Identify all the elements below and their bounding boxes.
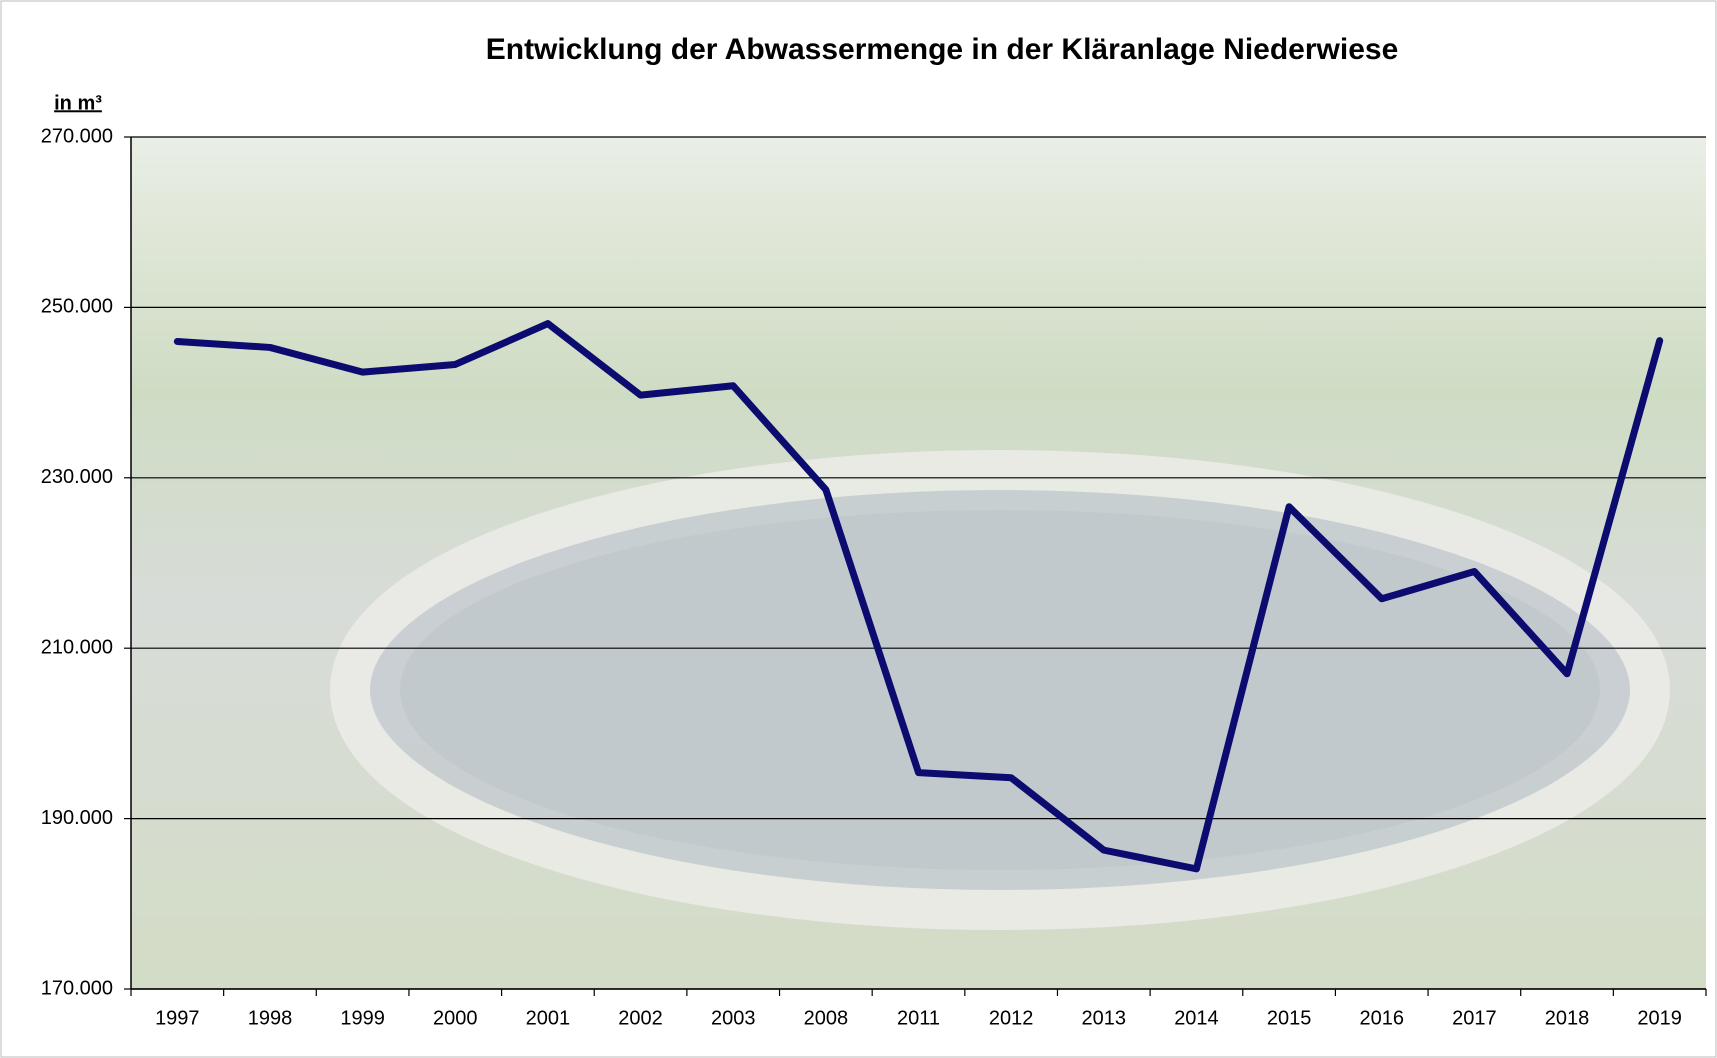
x-tick-label: 2016 bbox=[1359, 1007, 1404, 1029]
x-tick-label: 2002 bbox=[618, 1007, 663, 1029]
y-tick-label: 270.000 bbox=[41, 125, 113, 147]
y-tick-label: 170.000 bbox=[41, 977, 113, 999]
y-tick-label: 190.000 bbox=[41, 807, 113, 829]
x-tick-label: 2012 bbox=[989, 1007, 1034, 1029]
x-tick-label: 2001 bbox=[526, 1007, 571, 1029]
x-tick-label: 2019 bbox=[1637, 1007, 1682, 1029]
x-tick-label: 2003 bbox=[711, 1007, 756, 1029]
y-tick-label: 230.000 bbox=[41, 466, 113, 488]
y-axis-label: in m³ bbox=[54, 92, 102, 114]
x-tick-label: 2013 bbox=[1082, 1007, 1127, 1029]
chart-title: Entwicklung der Abwassermenge in der Klä… bbox=[486, 33, 1399, 66]
data-line bbox=[173, 320, 1664, 873]
plot: 170.000 190.000 210.000 230.000 250.000 270.0… bbox=[41, 125, 1707, 1029]
x-tick-label: 2011 bbox=[897, 1007, 940, 1029]
x-tick-label: 2008 bbox=[804, 1007, 849, 1029]
x-tick-label: 1998 bbox=[248, 1007, 293, 1029]
x-tick-label: 1999 bbox=[340, 1007, 385, 1029]
x-tick-label: 2015 bbox=[1267, 1007, 1312, 1029]
background-decoration bbox=[400, 510, 1600, 870]
y-tick-label: 210.000 bbox=[41, 636, 113, 658]
y-tick-label: 250.000 bbox=[41, 296, 113, 318]
x-tick-label: 2000 bbox=[433, 1007, 478, 1029]
x-tick-label: 2017 bbox=[1452, 1007, 1497, 1029]
x-tick-label: 2018 bbox=[1545, 1007, 1590, 1029]
x-tick-label: 1997 bbox=[155, 1007, 200, 1029]
x-tick-label: 2014 bbox=[1174, 1007, 1219, 1029]
